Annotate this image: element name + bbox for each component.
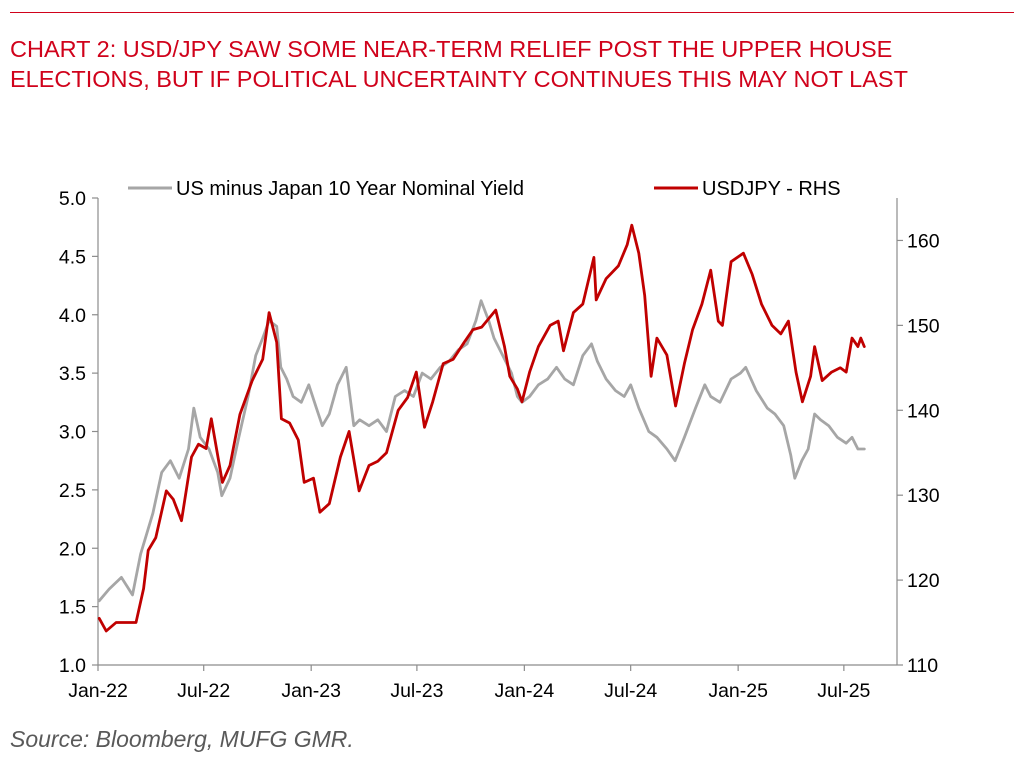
title-rule <box>10 12 1014 13</box>
series-line-usdjpy <box>97 223 866 633</box>
left-tick-label: 3.0 <box>59 422 86 444</box>
x-tick-label: Jan-25 <box>708 680 768 702</box>
right-tick-label: 150 <box>907 315 940 337</box>
legend-label-usdjpy: USDJPY - RHS <box>702 178 841 200</box>
legend-label-yield: US minus Japan 10 Year Nominal Yield <box>176 178 524 200</box>
x-tick-label: Jul-24 <box>604 680 657 702</box>
chart-axes <box>97 198 898 666</box>
left-tick-label: 3.5 <box>59 363 86 385</box>
left-tick-label: 2.0 <box>59 538 86 560</box>
line-chart: 1.0 1.5 2.0 2.5 3.0 3.5 4.0 4.5 5.0 110 120 130 140… <box>59 178 940 702</box>
series-line-yield <box>97 299 866 603</box>
right-tick-label: 160 <box>907 230 940 252</box>
x-tick-label: Jan-23 <box>281 680 341 702</box>
source-note: Source: Bloomberg, MUFG GMR. <box>10 726 354 752</box>
left-tick-label: 5.0 <box>59 188 86 210</box>
left-tick-label: 2.5 <box>59 480 86 502</box>
right-tick-label: 110 <box>907 655 938 677</box>
x-tick-label: Jul-23 <box>390 680 443 702</box>
left-tick-label: 4.5 <box>59 246 86 268</box>
right-axis-ticks: 110 120 130 140 150 160 <box>897 230 940 677</box>
right-tick-label: 120 <box>907 570 940 592</box>
right-tick-label: 130 <box>907 485 940 507</box>
x-axis-ticks: Jan-22 Jul-22 Jan-23 Jul-23 Jan-24 Jul-24 Jan-… <box>68 665 871 702</box>
left-axis-ticks: 1.0 1.5 2.0 2.5 3.0 3.5 4.0 4.5 5.0 <box>59 188 98 677</box>
chart-title: CHART 2: USD/JPY SAW SOME NEAR-TERM RELI… <box>10 36 908 92</box>
left-tick-label: 1.5 <box>59 597 86 619</box>
x-tick-label: Jan-24 <box>495 680 555 702</box>
x-tick-label: Jan-22 <box>68 680 128 702</box>
right-tick-label: 140 <box>907 400 940 422</box>
chart-legend: US minus Japan 10 Year Nominal Yield USD… <box>128 178 841 200</box>
left-tick-label: 1.0 <box>59 655 86 677</box>
x-tick-label: Jul-22 <box>177 680 230 702</box>
x-tick-label: Jul-25 <box>817 680 870 702</box>
series-layer <box>97 223 866 633</box>
left-tick-label: 4.0 <box>59 305 86 327</box>
